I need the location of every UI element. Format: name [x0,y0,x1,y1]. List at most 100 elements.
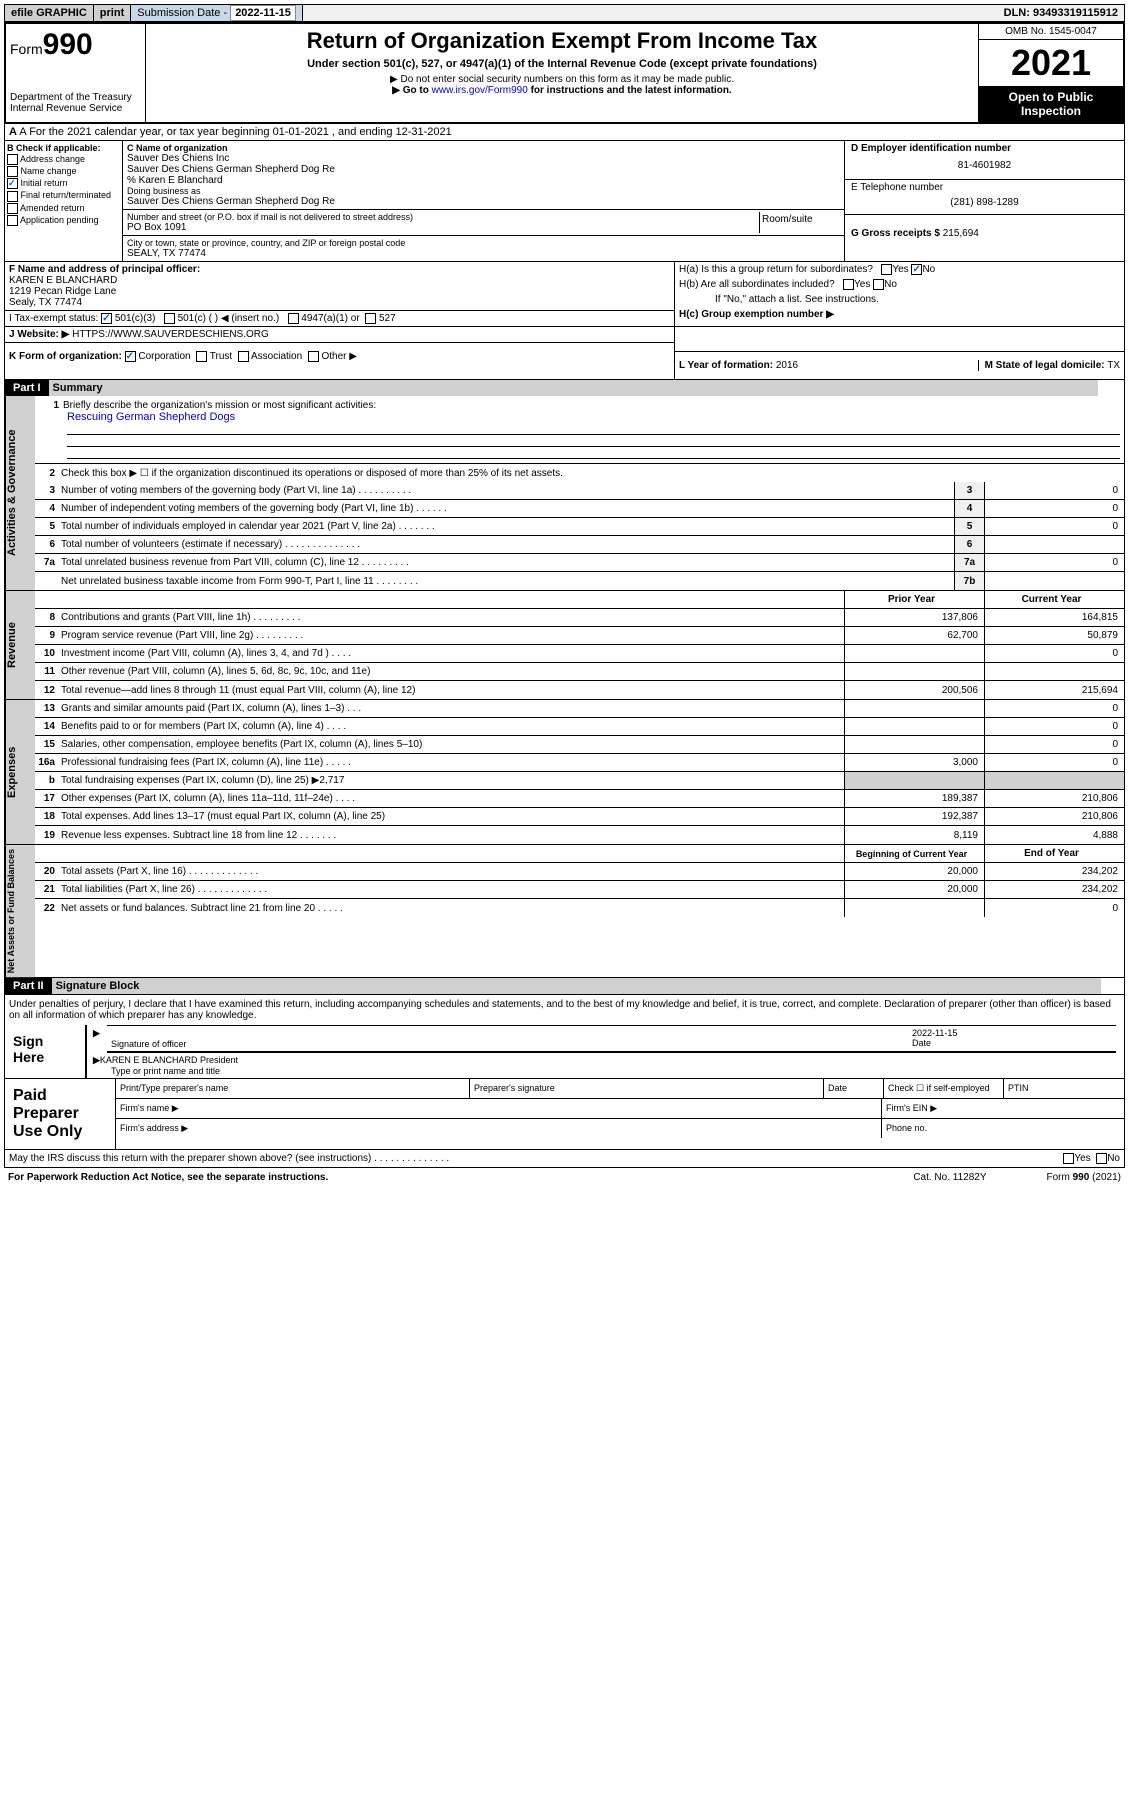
discuss-yes[interactable] [1063,1153,1074,1164]
state-domicile: TX [1107,360,1120,371]
chk-app[interactable]: Application pending [7,215,120,226]
p9: 62,700 [844,627,984,644]
c11 [984,663,1124,680]
header-center: Return of Organization Exempt From Incom… [146,24,978,122]
c22: 0 [984,899,1124,917]
header-left: Form990 Department of the Treasury Inter… [6,24,146,122]
city-label: City or town, state or province, country… [127,238,840,248]
p15 [844,736,984,753]
chk-amended[interactable]: Amended return [7,203,120,214]
p14 [844,718,984,735]
chk-corp[interactable] [125,351,136,362]
line11: Other revenue (Part VIII, column (A), li… [59,664,844,679]
l-label: L Year of formation: [679,360,773,371]
chk-trust[interactable] [196,351,207,362]
vert-governance: Activities & Governance [5,396,35,590]
prep-name: Print/Type preparer's name [116,1079,470,1098]
city: SEALY, TX 77474 [127,248,840,259]
discuss-no[interactable] [1096,1153,1107,1164]
part2-title: Signature Block [52,978,1101,994]
section-bcd: B Check if applicable: Address change Na… [4,141,1125,262]
lm-row: L Year of formation: 2016 M State of leg… [675,351,1124,379]
line13: Grants and similar amounts paid (Part IX… [59,701,844,716]
line10: Investment income (Part VIII, column (A)… [59,646,844,661]
year-formation: 2016 [776,360,798,371]
note-ssn: ▶ Do not enter social security numbers o… [150,74,974,85]
chk-4947[interactable] [288,313,299,324]
chk-other[interactable] [308,351,319,362]
chk-name[interactable]: Name change [7,166,120,177]
c20: 234,202 [984,863,1124,880]
line21: Total liabilities (Part X, line 26) . . … [59,882,844,897]
room-label: Room/suite [760,212,840,233]
form-subtitle: Under section 501(c), 527, or 4947(a)(1)… [150,58,974,70]
hb-no[interactable] [873,279,884,290]
check-self: Check ☐ if self-employed [884,1079,1004,1098]
street-label: Number and street (or P.O. box if mail i… [127,212,759,222]
summary-netassets: Net Assets or Fund Balances Beginning of… [5,844,1124,977]
signature-block: Under penalties of perjury, I declare th… [4,995,1125,1079]
line9: Program service revenue (Part VIII, line… [59,628,844,643]
ha-row: H(a) Is this a group return for subordin… [675,262,1124,277]
header-right: OMB No. 1545-0047 2021 Open to Public In… [978,24,1123,122]
part1: Part ISummary Activities & Governance 1B… [4,380,1125,978]
chk-final[interactable]: Final return/terminated [7,190,120,201]
prior-year: Prior Year [844,591,984,608]
ein-label: D Employer identification number [851,143,1118,154]
line20: Total assets (Part X, line 16) . . . . .… [59,864,844,879]
hb-label: H(b) Are all subordinates included? [679,279,835,290]
hb-yes[interactable] [843,279,854,290]
c8: 164,815 [984,609,1124,626]
right-hl: H(a) Is this a group return for subordin… [674,262,1124,379]
gross: 215,694 [943,228,979,239]
m-label: M State of legal domicile: [985,360,1105,371]
chk-initial[interactable]: Initial return [7,178,120,189]
firm-ein: Firm's EIN ▶ [882,1099,1124,1118]
v4: 0 [984,500,1124,517]
v3: 0 [984,482,1124,499]
chk-501c[interactable] [164,313,175,324]
irs-link[interactable]: www.irs.gov/Form990 [432,85,528,96]
line2: Check this box ▶ ☐ if the organization d… [59,466,1124,481]
501c3: 501(c)(3) [115,313,156,324]
i-block: I Tax-exempt status: 501(c)(3) 501(c) ( … [5,311,674,327]
print-button[interactable]: print [94,5,131,21]
note-link: ▶ Go to www.irs.gov/Form990 for instruct… [150,85,974,96]
c12: 215,694 [984,681,1124,699]
sign-here-row: Sign Here ▶Signature of officer 2022-11-… [5,1025,1124,1078]
c14: 0 [984,718,1124,735]
website-url: HTTPS://WWW.SAUVERDESCHIENS.ORG [72,329,269,340]
dln: DLN: 93493319115912 [998,5,1124,21]
discuss-row: May the IRS discuss this return with the… [4,1150,1125,1168]
part1-title: Summary [49,380,1098,396]
p22 [844,899,984,917]
c21: 234,202 [984,881,1124,898]
mission[interactable]: Rescuing German Shepherd Dogs [67,411,235,423]
chk-501c3[interactable] [101,313,112,324]
ha-yes[interactable] [881,264,892,275]
c16a: 0 [984,754,1124,771]
chk-527[interactable] [365,313,376,324]
street-row: Number and street (or P.O. box if mail i… [123,210,844,236]
p16a: 3,000 [844,754,984,771]
col-b: B Check if applicable: Address change Na… [5,141,123,261]
p10 [844,645,984,662]
phone-block: E Telephone number (281) 898-1289 [845,180,1124,215]
part2-header: Part II [5,978,52,994]
ha-label: H(a) Is this a group return for subordin… [679,264,873,275]
line7a: Total unrelated business revenue from Pa… [59,555,954,570]
line14: Benefits paid to or for members (Part IX… [59,719,844,734]
cat-no: Cat. No. 11282Y [913,1172,986,1183]
ha-no[interactable] [911,264,922,275]
officer-addr1: 1219 Pecan Ridge Lane [9,286,116,297]
hb-row: H(b) Are all subordinates included? Yes … [675,277,1124,292]
line16b: Total fundraising expenses (Part IX, col… [59,773,844,788]
dba-label: Doing business as [127,186,840,196]
prep-date: Date [824,1079,884,1098]
chk-assoc[interactable] [238,351,249,362]
open-public: Open to Public Inspection [979,86,1123,122]
line3: Number of voting members of the governin… [59,483,954,498]
chk-addr[interactable]: Address change [7,154,120,165]
line1: Briefly describe the organization's miss… [63,400,376,411]
p12: 200,506 [844,681,984,699]
